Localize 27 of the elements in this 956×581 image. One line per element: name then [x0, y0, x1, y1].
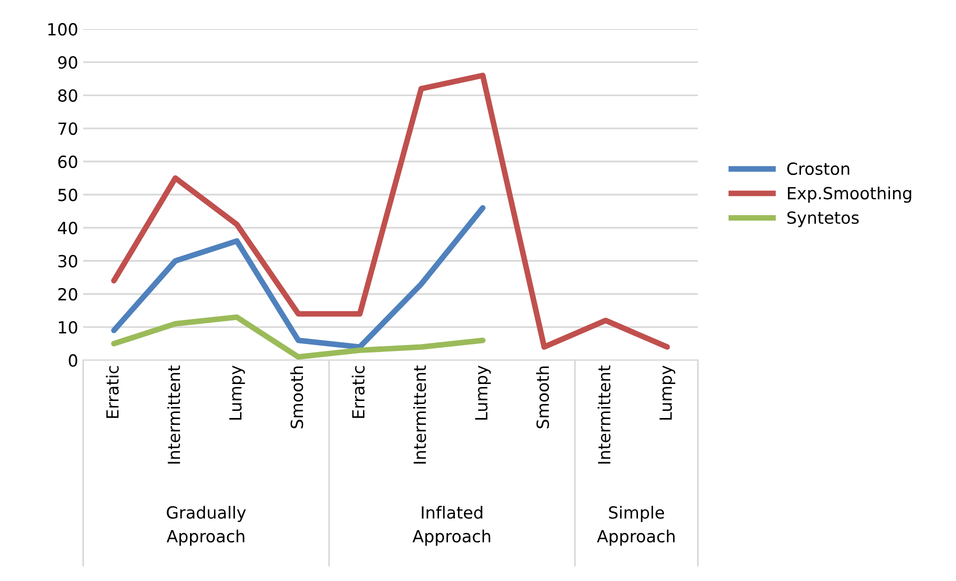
y-tick-label: 70	[58, 122, 78, 135]
x-tick-label: Intermittent	[598, 365, 611, 464]
legend-label: Exp.Smoothing	[788, 186, 912, 203]
x-tick-label: Intermittent	[413, 365, 426, 464]
x-tick-label: Intermittent	[167, 365, 180, 464]
y-tick-label: 90	[58, 56, 78, 69]
x-tick-label: Erratic	[106, 366, 119, 418]
x-tick-label: Lumpy	[229, 366, 245, 420]
text: Inflated Approach	[412, 506, 490, 546]
y-tick-label: 0	[68, 354, 78, 367]
legend-label: Syntetos	[787, 211, 859, 228]
y-tick-label: 10	[58, 321, 78, 334]
text: Simple Approach	[596, 506, 675, 546]
legend-label: Croston	[787, 162, 850, 176]
x-tick-label: Erratic	[352, 366, 365, 418]
y-tick-label: 50	[58, 188, 78, 202]
y-tick-label: 100	[48, 23, 78, 36]
y-tick-label: 80	[58, 89, 78, 102]
text: Gradually Approach	[166, 506, 246, 546]
y-tick-label: 40	[58, 222, 78, 234]
y-tick-label: 20	[58, 288, 78, 301]
x-tick-label: Lumpy	[475, 366, 491, 420]
x-tick-label: Lumpy	[660, 366, 676, 420]
x-tick-label: Smooth	[536, 366, 550, 428]
y-tick-label: 60	[58, 155, 78, 168]
x-tick-label: Smooth	[290, 366, 304, 428]
y-tick-label: 30	[58, 254, 78, 268]
